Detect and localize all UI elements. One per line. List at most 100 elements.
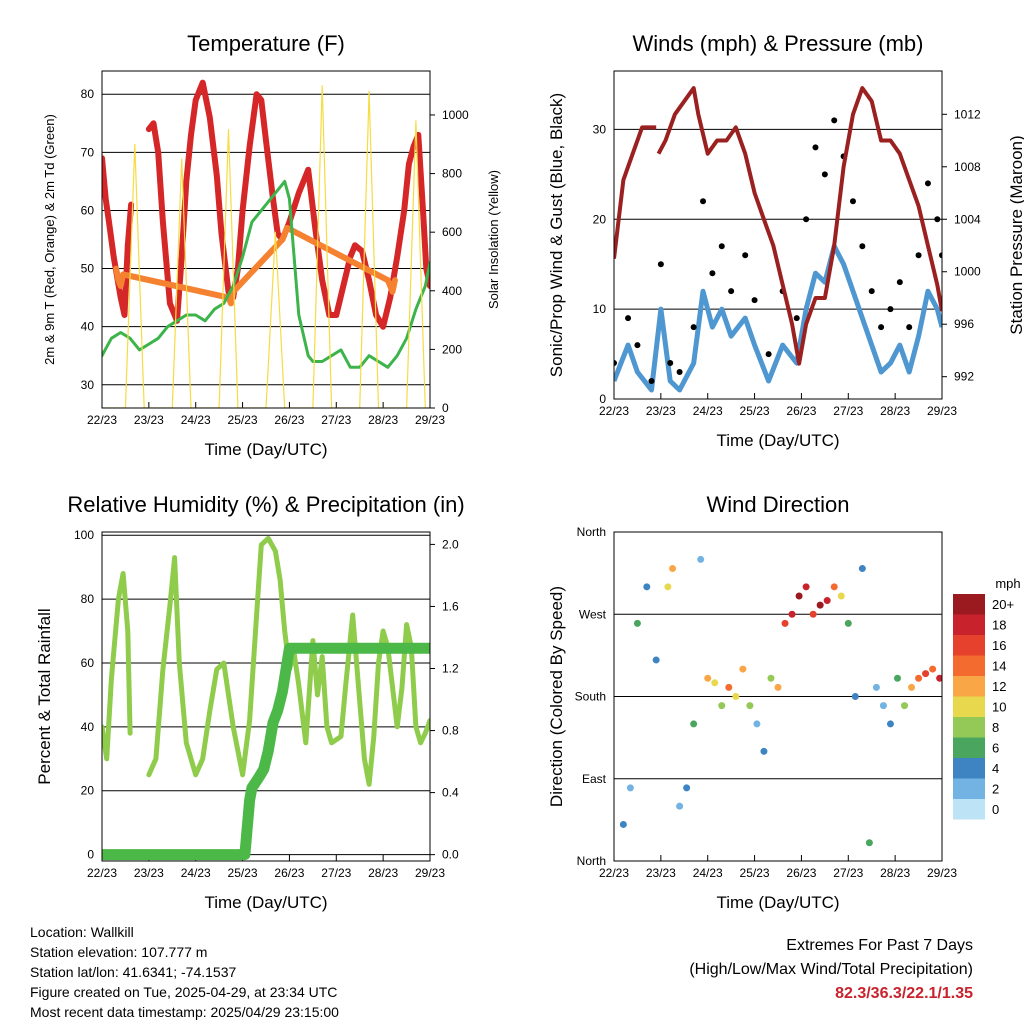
x-axis-label: Time (Day/UTC) xyxy=(716,893,839,912)
direction-point xyxy=(753,720,761,728)
y-axis-label: Sonic/Prop Wind & Gust (Blue, Black) xyxy=(547,93,566,377)
gust-point xyxy=(849,198,856,205)
recent-text: Most recent data timestamp: 2025/04/29 2… xyxy=(30,1004,339,1020)
y2-tick-label: 2.0 xyxy=(442,537,459,551)
x-axis-label: Time (Day/UTC) xyxy=(204,440,327,459)
gust-point xyxy=(676,369,683,376)
legend-swatch xyxy=(953,594,985,615)
direction-point xyxy=(697,555,705,563)
plot-frame xyxy=(101,70,431,409)
y-tick-label: 20 xyxy=(593,212,607,226)
panel-title: Relative Humidity (%) & Precipitation (i… xyxy=(67,492,464,517)
y-tick-label: 50 xyxy=(81,262,95,276)
latlon-text: Station lat/lon: 41.6341; -74.1537 xyxy=(30,964,237,980)
y-tick-label: 60 xyxy=(81,203,95,217)
y-tick-label: South xyxy=(575,690,606,704)
y2-tick-label: 1.6 xyxy=(442,599,459,613)
y-tick-label: 60 xyxy=(81,656,95,670)
direction-point xyxy=(711,679,719,687)
x-tick-label: 23/23 xyxy=(646,866,676,880)
direction-point xyxy=(760,747,768,755)
extremes-heading: Extremes For Past 7 Days xyxy=(786,937,973,954)
y-axis-label: Direction (Colored By Speed) xyxy=(547,586,566,807)
gust-point xyxy=(667,360,674,367)
gust-point xyxy=(709,270,716,277)
gust-point xyxy=(657,261,664,268)
legend-label: 18 xyxy=(992,618,1006,633)
legend-label: 8 xyxy=(992,720,999,735)
direction-point xyxy=(767,674,775,682)
speed-legend: mph 20+ 18 16 14 12 10 8 6 4 2 0 xyxy=(953,576,1021,820)
pressure-line xyxy=(614,86,942,366)
direction-point xyxy=(802,583,810,591)
y2-tick-label: 800 xyxy=(442,167,462,181)
direction-point xyxy=(809,610,817,618)
y2-tick-label: 0.8 xyxy=(442,724,459,738)
series-line xyxy=(102,85,430,408)
location-text: Location: Wallkill xyxy=(30,924,134,940)
x-tick-label: 25/23 xyxy=(228,866,258,880)
plot-frame xyxy=(613,70,943,400)
gust-point xyxy=(765,351,772,358)
gust-point xyxy=(690,324,697,331)
x-tick-label: 24/23 xyxy=(181,413,211,427)
direction-point xyxy=(830,583,838,591)
y2-tick-label: 1000 xyxy=(442,108,469,122)
gust-point xyxy=(859,243,866,250)
direction-point xyxy=(664,583,672,591)
x-tick-label: 22/23 xyxy=(87,866,117,880)
panel-title: Wind Direction xyxy=(706,492,849,517)
direction-point xyxy=(823,597,831,605)
x-tick-label: 28/23 xyxy=(880,404,910,418)
legend-swatch xyxy=(953,635,985,656)
x-tick-label: 24/23 xyxy=(181,866,211,880)
y-tick-label: 10 xyxy=(593,302,607,316)
x-tick-label: 26/23 xyxy=(274,413,304,427)
direction-point xyxy=(725,683,733,691)
gust-point xyxy=(878,324,885,331)
x-tick-label: 28/23 xyxy=(368,866,398,880)
x-tick-label: 22/23 xyxy=(599,404,629,418)
gust-point xyxy=(614,360,617,367)
extremes-box: Extremes For Past 7 Days (High/Low/Max W… xyxy=(689,934,973,1006)
rh-line xyxy=(102,535,430,787)
y-axis-label: Percent & Total Rainfall xyxy=(35,608,54,784)
gust-point xyxy=(821,171,828,178)
y-tick-label: North xyxy=(577,854,606,868)
direction-point xyxy=(643,583,651,591)
extremes-values: 82.3/36.3/22.1/1.35 xyxy=(835,985,973,1002)
x-tick-label: 27/23 xyxy=(833,866,863,880)
y2-tick-label: 1000 xyxy=(954,265,981,279)
x-tick-label: 23/23 xyxy=(646,404,676,418)
direction-point xyxy=(872,683,880,691)
legend-label: 2 xyxy=(992,782,999,797)
legend-swatch xyxy=(953,778,985,799)
plot-area xyxy=(619,555,942,847)
legend-swatch xyxy=(953,614,985,635)
gust-point xyxy=(868,288,875,295)
direction-point xyxy=(652,656,660,664)
elevation-text: Station elevation: 107.777 m xyxy=(30,944,208,960)
y2-axis-label: Station Pressure (Maroon) xyxy=(1007,135,1024,334)
y2-axis-label: Solar Insolation (Yellow) xyxy=(486,170,501,309)
legend-title: mph xyxy=(995,576,1020,591)
direction-point xyxy=(633,619,641,627)
x-tick-label: 27/23 xyxy=(321,866,351,880)
plot-frame xyxy=(613,531,943,862)
gust-point xyxy=(887,306,894,313)
direction-point xyxy=(893,674,901,682)
direction-point xyxy=(781,619,789,627)
x-tick-label: 24/23 xyxy=(693,866,723,880)
y-tick-label: 0 xyxy=(87,848,94,862)
direction-point xyxy=(837,592,845,600)
gust-point xyxy=(728,288,735,295)
plot-area xyxy=(614,86,942,393)
legend-swatch xyxy=(953,737,985,758)
direction-point xyxy=(865,839,873,847)
y2-tick-label: 400 xyxy=(442,284,462,298)
y2-tick-label: 0.4 xyxy=(442,786,459,800)
legend-label: 10 xyxy=(992,700,1006,715)
x-tick-label: 28/23 xyxy=(368,413,398,427)
direction-point xyxy=(619,820,627,828)
